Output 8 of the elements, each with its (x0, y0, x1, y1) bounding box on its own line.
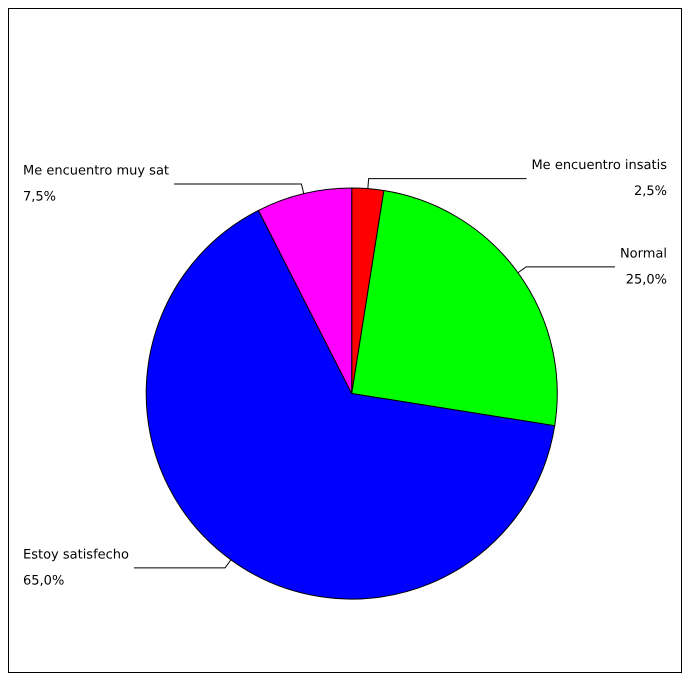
data-label: 65,0% (23, 573, 64, 588)
slice-label: Me encuentro insatis (531, 158, 668, 174)
data-label: 7,5% (23, 189, 56, 204)
data-label: 2,5% (634, 184, 667, 200)
slice-label: Normal (620, 246, 667, 262)
slice-label: Estoy satisfecho (23, 547, 130, 562)
slice-label: Me encuentro muy sat (23, 163, 170, 178)
data-label: 25,0% (626, 272, 667, 288)
